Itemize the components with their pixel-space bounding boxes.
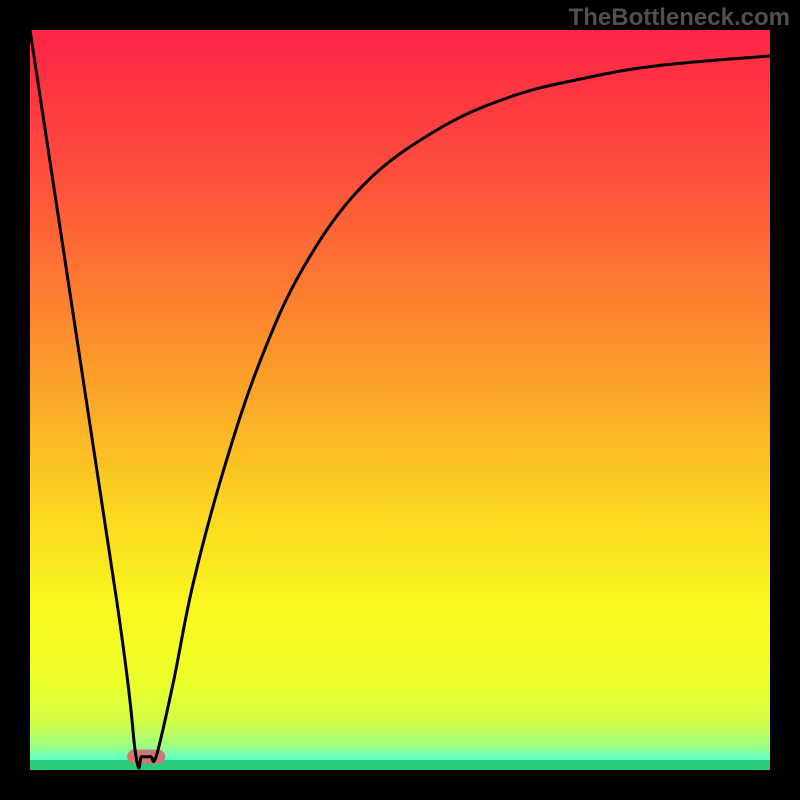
plot-background bbox=[30, 30, 770, 770]
watermark-text: TheBottleneck.com bbox=[569, 4, 790, 32]
bottleneck-chart bbox=[0, 0, 800, 800]
chart-container: TheBottleneck.com bbox=[0, 0, 800, 800]
